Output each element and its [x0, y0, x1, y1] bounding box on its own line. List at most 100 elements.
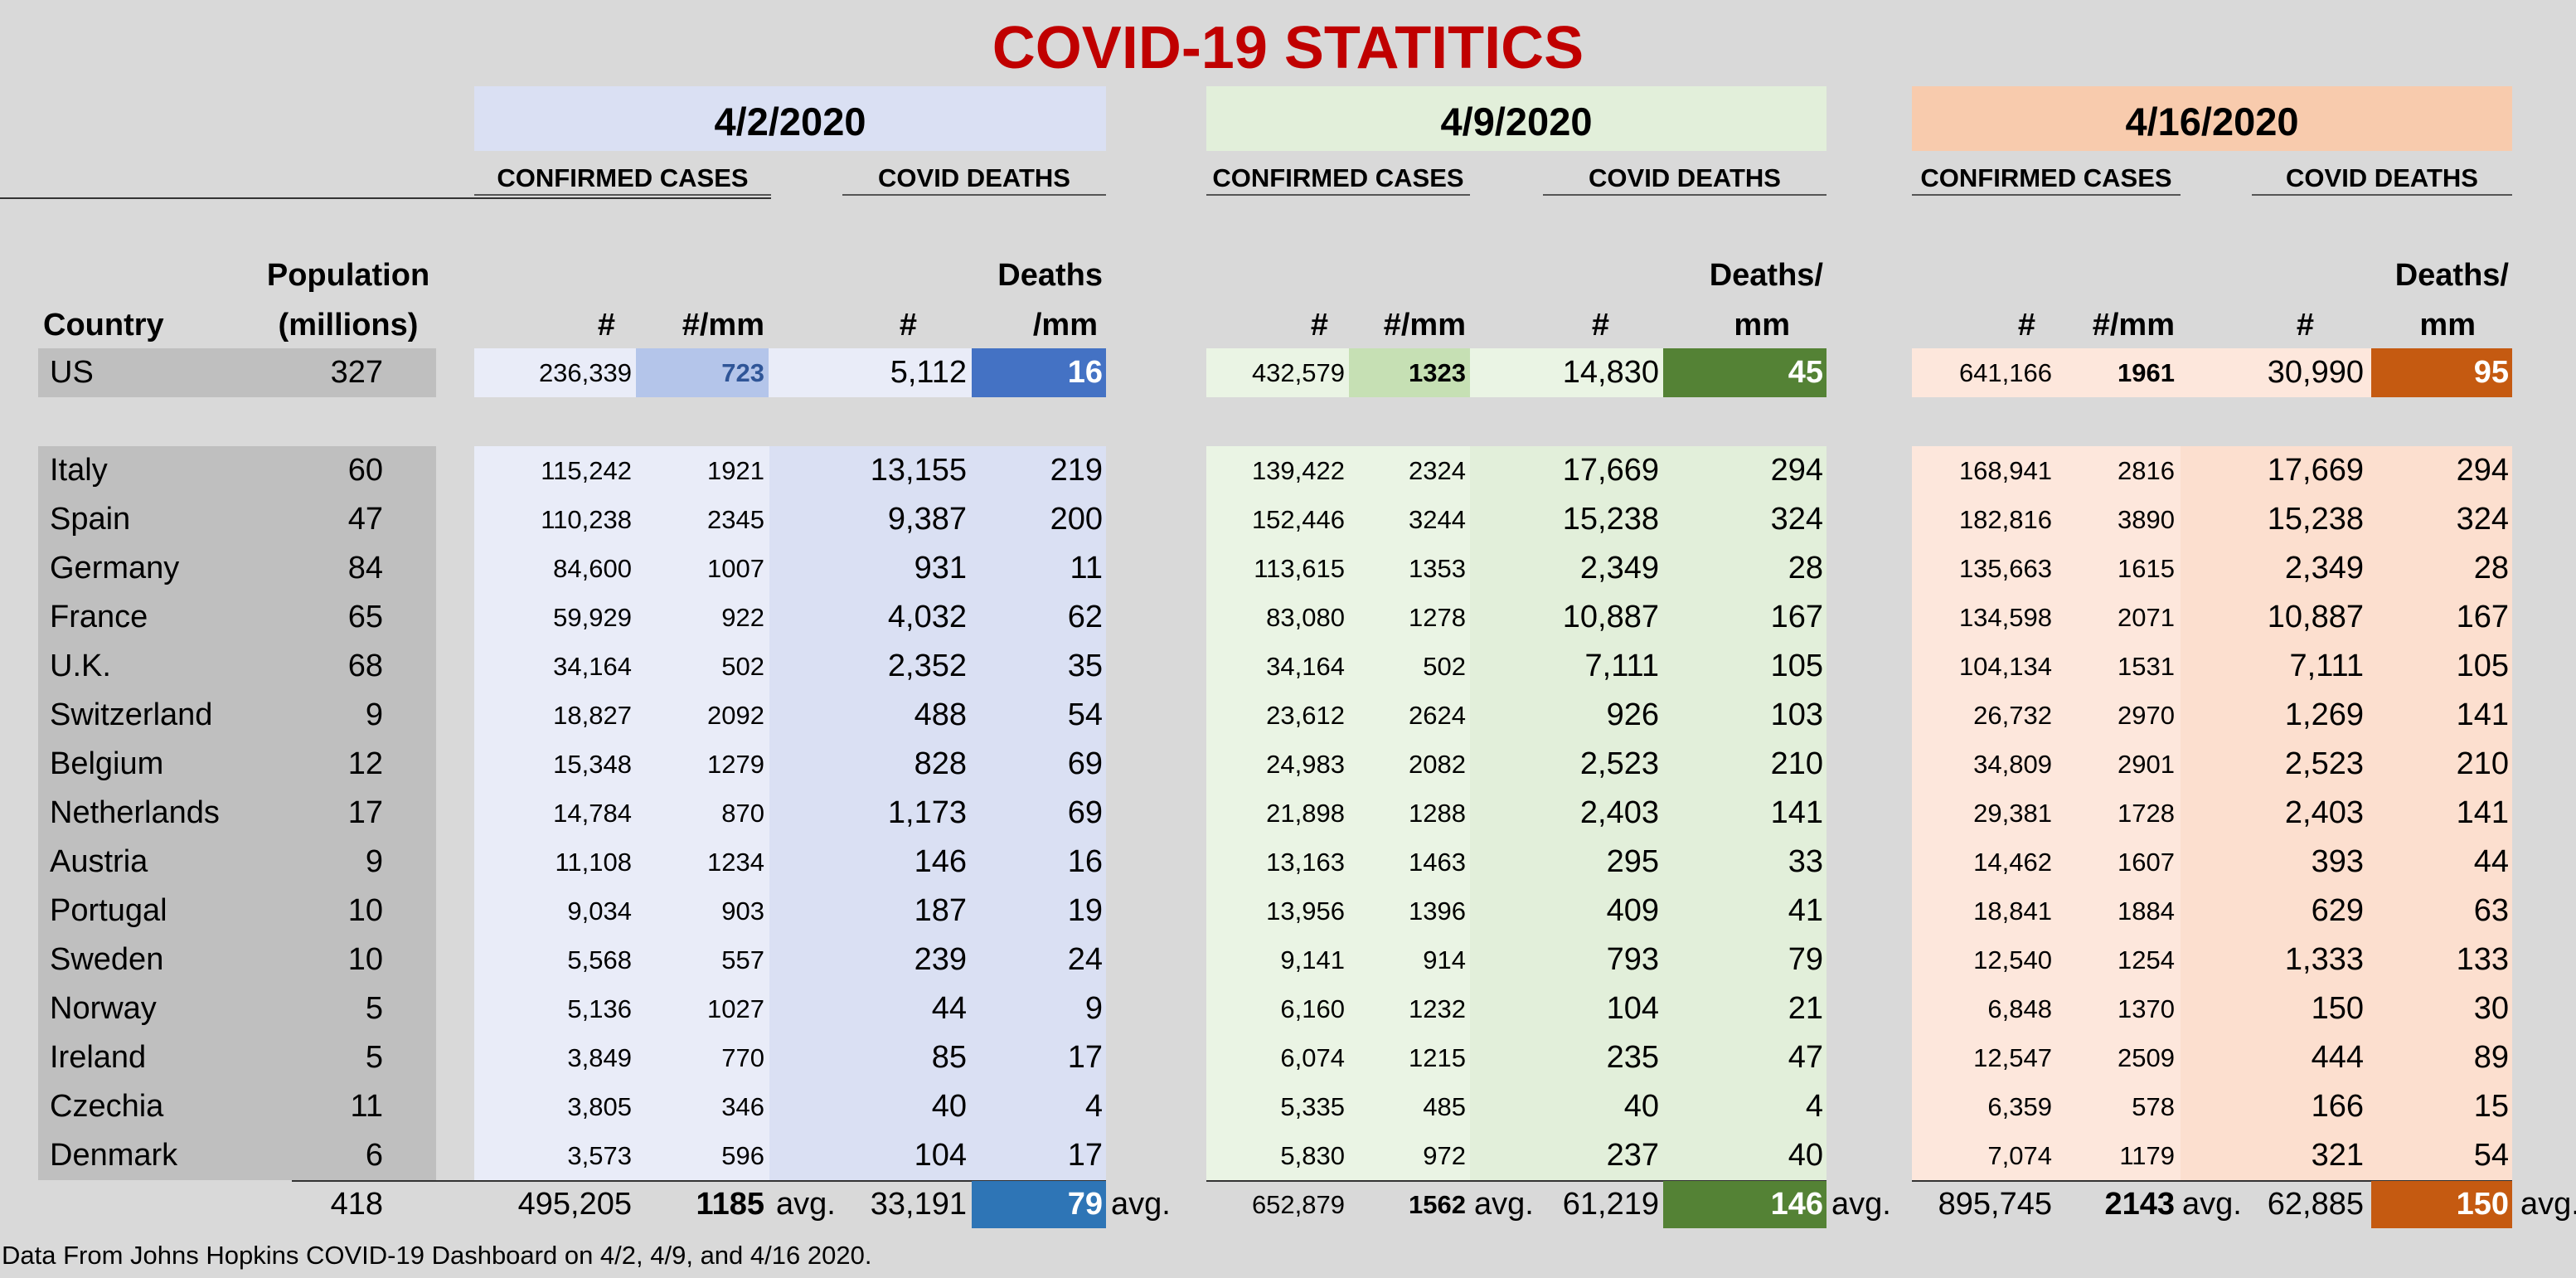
cases-per-mm-value: 723 [721, 358, 764, 387]
cases-value: 6,848 [1987, 994, 2052, 1023]
country-column-bg [38, 446, 436, 1180]
deaths-per-mm-value: 54 [1067, 697, 1103, 732]
country-name: Portugal [50, 893, 167, 928]
avg-label: avg. [1474, 1187, 1534, 1222]
deaths-column-bg [2181, 446, 2512, 1180]
cases-value: 115,242 [541, 456, 632, 485]
deaths-value: 146 [914, 844, 967, 879]
cases-per-mm-value: 1179 [2119, 1141, 2175, 1170]
deaths-value: 15,238 [2267, 502, 2364, 537]
cases-value: 3,573 [567, 1141, 632, 1170]
covid-deaths-header: COVID DEATHS [1543, 158, 1826, 196]
cases-per-mm-value: 2345 [707, 505, 764, 534]
country-name: US [50, 355, 94, 390]
population-header: Population [266, 258, 430, 293]
cases-value: 11,108 [555, 848, 632, 877]
avg-label: avg. [776, 1187, 836, 1222]
deaths-per-mm-header: Deaths [997, 258, 1103, 293]
avg-label: avg. [1831, 1187, 1891, 1222]
deaths-per-mm-value: 4 [1084, 1089, 1103, 1124]
cases-value: 84,600 [553, 554, 632, 583]
cases-per-mm-value: 1884 [2118, 897, 2175, 926]
deaths-per-mm-value: 200 [1050, 502, 1103, 537]
deaths-value: 10,887 [2267, 600, 2364, 634]
deaths-value: 488 [914, 697, 967, 732]
deaths-value: 409 [1606, 893, 1659, 928]
page-title: COVID-19 STATITICS [992, 15, 1584, 81]
cases-per-mm-value: 1007 [707, 554, 764, 583]
deaths-per-mm-value: 62 [1067, 600, 1103, 634]
deaths-per-mm-value: 15 [2473, 1089, 2509, 1124]
population-value: 9 [365, 697, 383, 732]
deaths-per-mm-value: 103 [1770, 697, 1823, 732]
cases-per-mm-value: 770 [721, 1043, 764, 1072]
cases-count-header: # [1310, 308, 1328, 343]
population-value: 60 [347, 453, 383, 488]
avg-cases-per-mm: 2143 [2104, 1187, 2175, 1222]
cases-per-mm-value: 1027 [707, 994, 764, 1023]
population-value: 6 [365, 1138, 383, 1173]
deaths-per-mm-value: 45 [1788, 355, 1823, 390]
covid-deaths-header: COVID DEATHS [842, 158, 1106, 196]
deaths-value: 2,403 [2284, 795, 2364, 830]
total-cases: 495,205 [517, 1187, 632, 1222]
totals-rule [1912, 1180, 2512, 1182]
deaths-per-mm-header: Deaths/ [2394, 258, 2509, 293]
deaths-per-mm-value: 35 [1067, 649, 1103, 683]
deaths-value: 17,669 [2267, 453, 2364, 488]
deaths-per-mm-value: 105 [2456, 649, 2509, 683]
cases-per-mm-value: 2624 [1409, 701, 1466, 730]
cases-value: 24,983 [1266, 750, 1345, 779]
deaths-per-mm-header: /mm [1032, 308, 1098, 343]
deaths-per-mm-value: 44 [2473, 844, 2509, 879]
cases-value: 6,160 [1280, 994, 1345, 1023]
deaths-value: 2,349 [2284, 551, 2364, 586]
country-name: Belgium [50, 746, 164, 781]
country-name: Sweden [50, 942, 164, 977]
cases-per-mm-value: 2092 [707, 701, 764, 730]
country-name: Italy [50, 453, 108, 488]
deaths-value: 40 [931, 1089, 967, 1124]
cases-value: 236,339 [538, 358, 632, 387]
deaths-per-mm-value: 40 [1788, 1138, 1823, 1173]
deaths-value: 1,269 [2284, 697, 2364, 732]
cases-value: 13,163 [1266, 848, 1345, 877]
cases-per-mm-value: 2082 [1409, 750, 1466, 779]
cases-value: 12,540 [1973, 945, 2052, 974]
date-header: 4/9/2020 [1206, 86, 1826, 151]
cases-per-mm-value: 1234 [707, 848, 764, 877]
deaths-per-mm-value: 141 [2456, 697, 2509, 732]
deaths-per-mm-value: 95 [2473, 355, 2509, 390]
deaths-value: 235 [1606, 1040, 1659, 1075]
population-value: 17 [347, 795, 383, 830]
deaths-per-mm-value: 294 [1770, 453, 1823, 488]
cases-value: 26,732 [1973, 701, 2052, 730]
deaths-value: 104 [914, 1138, 967, 1173]
us-per-mm-highlight [1349, 348, 1470, 397]
cases-value: 6,359 [1987, 1092, 2052, 1121]
cases-value: 152,446 [1251, 505, 1345, 534]
population-value: 84 [347, 551, 383, 586]
deaths-per-mm-value: 28 [2473, 551, 2509, 586]
avg-cases-per-mm: 1185 [696, 1187, 764, 1222]
deaths-count-header: # [2296, 308, 2314, 343]
cases-column-bg [1206, 446, 1470, 1180]
deaths-value: 1,333 [2284, 942, 2364, 977]
cases-per-mm-value: 1607 [2118, 848, 2175, 877]
cases-per-mm-value: 1279 [707, 750, 764, 779]
country-name: Austria [50, 844, 148, 879]
population-value: 10 [347, 942, 383, 977]
cases-value: 18,841 [1973, 897, 2052, 926]
cases-value: 139,422 [1251, 456, 1345, 485]
country-name: Germany [50, 551, 180, 586]
cases-per-mm-value: 1531 [2118, 652, 2175, 681]
cases-value: 3,805 [567, 1092, 632, 1121]
deaths-value: 237 [1606, 1138, 1659, 1173]
avg-label: avg. [2520, 1187, 2576, 1222]
deaths-per-mm-value: 30 [2473, 991, 2509, 1026]
cases-value: 5,568 [567, 945, 632, 974]
cases-value: 12,547 [1973, 1043, 2052, 1072]
deaths-value: 9,387 [887, 502, 967, 537]
cases-value: 5,830 [1280, 1141, 1345, 1170]
cases-value: 7,074 [1987, 1141, 2052, 1170]
